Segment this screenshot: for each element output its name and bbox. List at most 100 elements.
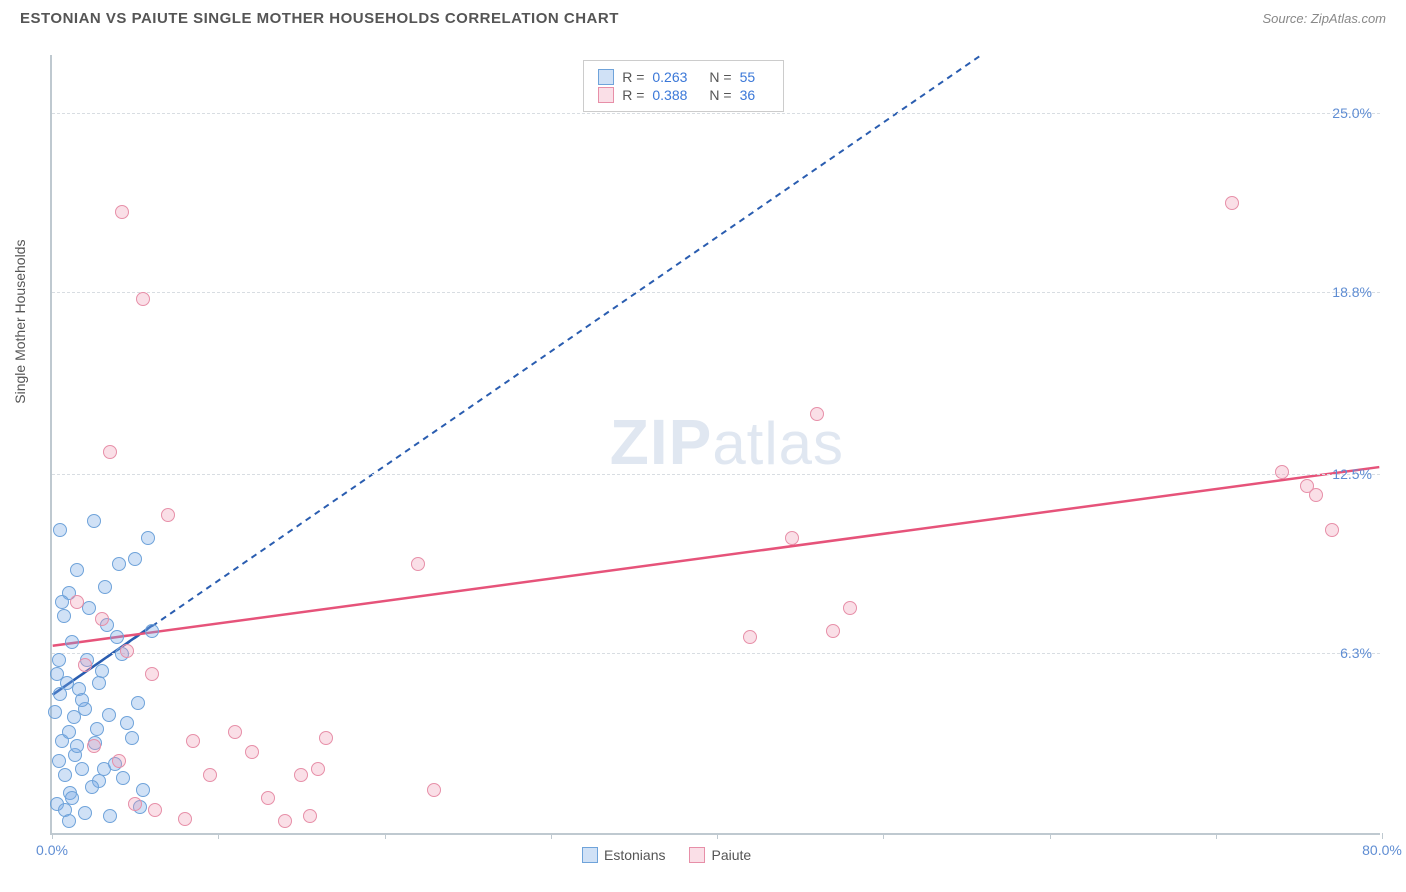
trend-line [53, 55, 982, 695]
data-point [70, 739, 84, 753]
data-point [55, 595, 69, 609]
stat-n-value: 36 [740, 87, 756, 103]
data-point [161, 508, 175, 522]
stat-n-value: 55 [740, 69, 756, 85]
data-point [128, 552, 142, 566]
data-point [141, 531, 155, 545]
x-tick-label: 0.0% [36, 842, 68, 858]
data-point [103, 809, 117, 823]
legend-swatch [582, 847, 598, 863]
stat-n-label: N = [709, 87, 731, 103]
legend-item: Estonians [582, 847, 665, 863]
gridline [52, 292, 1380, 293]
data-point [98, 580, 112, 594]
data-point [145, 667, 159, 681]
data-point [78, 658, 92, 672]
stats-row: R = 0.263 N = 55 [598, 69, 769, 85]
data-point [65, 791, 79, 805]
data-point [87, 514, 101, 528]
chart-area: Single Mother Households ZIPatlas R = 0.… [50, 55, 1380, 835]
data-point [70, 595, 84, 609]
stat-r-value: 0.263 [652, 69, 687, 85]
x-tick [52, 833, 53, 839]
legend-item: Paiute [689, 847, 751, 863]
data-point [826, 624, 840, 638]
data-point [62, 814, 76, 828]
data-point [1225, 196, 1239, 210]
data-point [90, 722, 104, 736]
data-point [116, 771, 130, 785]
x-tick [218, 833, 219, 839]
data-point [228, 725, 242, 739]
data-point [148, 803, 162, 817]
data-point [75, 693, 89, 707]
data-point [203, 768, 217, 782]
data-point [427, 783, 441, 797]
data-point [92, 676, 106, 690]
gridline [52, 653, 1380, 654]
data-point [1325, 523, 1339, 537]
data-point [294, 768, 308, 782]
data-point [58, 768, 72, 782]
data-point [120, 644, 134, 658]
trend-line [53, 467, 1380, 646]
data-point [110, 630, 124, 644]
data-point [97, 762, 111, 776]
data-point [1275, 465, 1289, 479]
gridline [52, 113, 1380, 114]
data-point [810, 407, 824, 421]
data-point [103, 445, 117, 459]
trend-lines-layer [52, 55, 1380, 833]
data-point [70, 563, 84, 577]
stats-row: R = 0.388 N = 36 [598, 87, 769, 103]
data-point [62, 725, 76, 739]
stat-r-value: 0.388 [652, 87, 687, 103]
stats-legend-box: R = 0.263 N = 55 R = 0.388 N = 36 [583, 60, 784, 112]
data-point [743, 630, 757, 644]
data-point [75, 762, 89, 776]
data-point [115, 205, 129, 219]
legend-swatch [598, 87, 614, 103]
x-tick [1382, 833, 1383, 839]
data-point [319, 731, 333, 745]
legend-label: Estonians [604, 847, 665, 863]
x-tick [385, 833, 386, 839]
stat-r-label: R = [622, 69, 644, 85]
data-point [120, 716, 134, 730]
data-point [102, 708, 116, 722]
x-tick-label: 80.0% [1362, 842, 1402, 858]
data-point [311, 762, 325, 776]
data-point [128, 797, 142, 811]
y-tick-label: 6.3% [1340, 645, 1372, 661]
data-point [785, 531, 799, 545]
header: ESTONIAN VS PAIUTE SINGLE MOTHER HOUSEHO… [0, 0, 1406, 32]
data-point [112, 557, 126, 571]
data-point [145, 624, 159, 638]
stat-r-label: R = [622, 87, 644, 103]
x-tick [551, 833, 552, 839]
data-point [843, 601, 857, 615]
gridline [52, 474, 1380, 475]
data-point [112, 754, 126, 768]
data-point [52, 653, 66, 667]
data-point [136, 783, 150, 797]
data-point [125, 731, 139, 745]
y-tick-label: 12.5% [1332, 466, 1372, 482]
data-point [85, 780, 99, 794]
series-legend: Estonians Paiute [582, 847, 751, 863]
data-point [261, 791, 275, 805]
data-point [95, 612, 109, 626]
x-tick [1216, 833, 1217, 839]
data-point [131, 696, 145, 710]
data-point [53, 523, 67, 537]
data-point [303, 809, 317, 823]
data-point [278, 814, 292, 828]
x-tick [883, 833, 884, 839]
stat-n-label: N = [709, 69, 731, 85]
legend-swatch [689, 847, 705, 863]
legend-swatch [598, 69, 614, 85]
data-point [57, 609, 71, 623]
y-axis-label: Single Mother Households [12, 240, 28, 404]
data-point [245, 745, 259, 759]
plot-region: ZIPatlas R = 0.263N = 55R = 0.388N = 36 … [50, 55, 1380, 835]
